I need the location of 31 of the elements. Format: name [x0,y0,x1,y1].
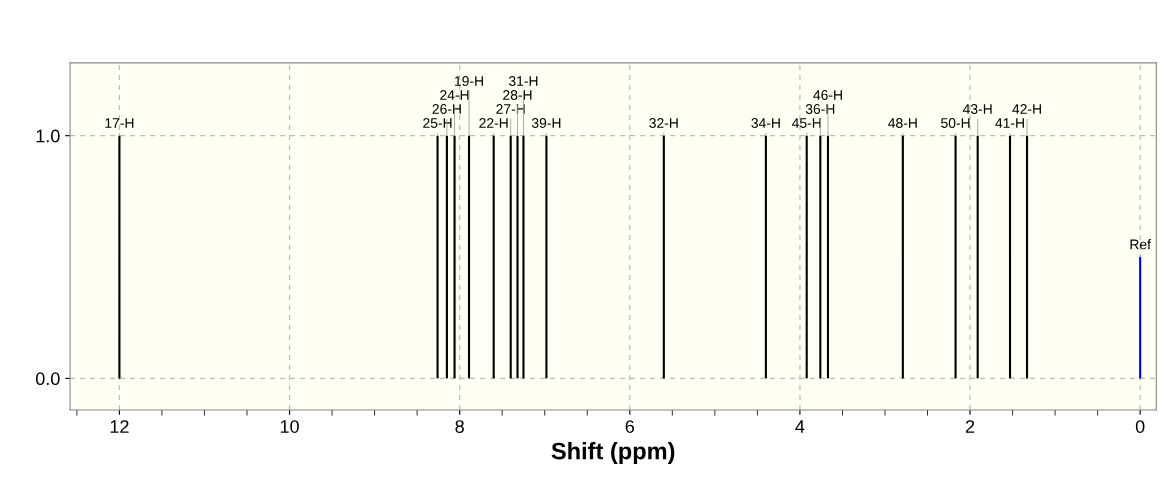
annotation: 25-H [423,118,452,128]
x-tick-label: 10 [280,420,299,433]
annotation: 32-H [649,118,678,128]
x-axis-title: Shift (ppm) [551,442,675,465]
annotation: 31-H [508,76,538,86]
annotation: 36-H [805,104,835,114]
annotation: 46-H [813,90,842,100]
x-tick-label: 2 [965,420,975,433]
annotation: 19-H [455,76,483,86]
x-tick-label: 12 [110,420,129,433]
annotation: 42-H [1012,104,1041,114]
annotation: 41-H [995,118,1024,128]
y-tick-label: 1.0 [36,129,60,143]
annotation: 27-H [496,104,525,114]
annotation: 43-H [962,104,992,114]
x-tick-label: 6 [625,420,635,433]
annotation: 26-H [432,104,461,114]
annotation: 24-H [440,90,469,100]
annotation: 34-H [751,118,780,128]
annotation: 50-H [941,118,970,128]
annotation: 28-H [503,90,532,100]
annotation: 39-H [531,118,561,128]
annotation: 17-H [105,118,134,128]
x-tick-label: 4 [795,420,805,433]
annotation: 48-H [888,118,917,128]
x-tick-label: 0 [1135,420,1145,433]
y-tick-label: 0.0 [35,372,60,386]
annotation: 22-H [479,118,508,128]
x-tick-label: 8 [455,420,464,433]
annotation: 45-H [791,118,821,128]
annotation: Ref [1130,239,1151,250]
